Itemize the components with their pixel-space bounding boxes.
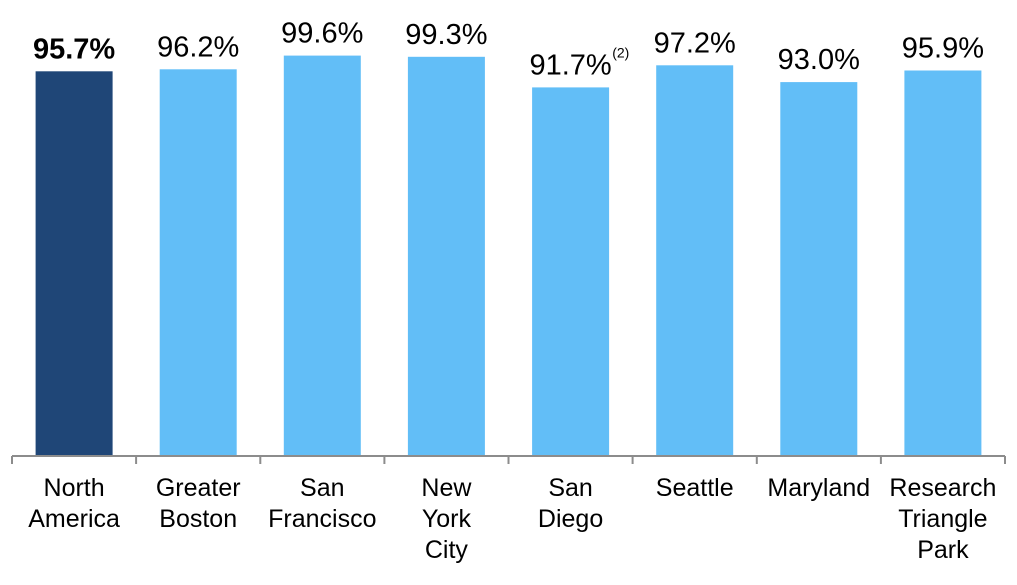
footnote-marker-4: (2) [612,44,629,60]
value-label-1: 96.2% [157,31,239,63]
bar-3 [407,56,485,457]
value-labels-layer: 95.7% 96.2% 99.6% 99.3% 91.7% (2) 97.2% 93.0% 95… [33,18,984,82]
category-label-0: North America [28,474,120,533]
x-axis [11,455,1006,464]
bars-layer [35,55,982,457]
category-labels-layer: North America Greater Boston San Francisco New… [28,474,996,564]
category-label-1: Greater Boston [156,474,241,533]
bar-0 [35,71,113,457]
value-label-2: 99.6% [281,18,363,50]
category-label-5: Seattle [656,474,734,502]
category-label-7: Research Triangle Park [889,474,996,564]
value-label-5: 97.2% [654,27,736,59]
category-label-4: San Diego [538,474,603,533]
bar-5 [656,65,734,457]
bar-4 [532,87,610,457]
value-label-7: 95.9% [902,33,984,65]
bar-7 [904,70,982,456]
value-label-4: 91.7% [529,49,611,81]
category-label-6: Maryland [767,474,870,502]
category-label-2: San Francisco [268,474,376,533]
category-label-3: New York City [421,474,472,564]
value-label-6: 93.0% [778,44,860,76]
value-label-0: 95.7% [33,33,115,65]
value-label-3: 99.3% [405,19,487,51]
bar-2 [283,55,361,456]
bar-6 [780,82,858,456]
bar-1 [159,69,237,457]
